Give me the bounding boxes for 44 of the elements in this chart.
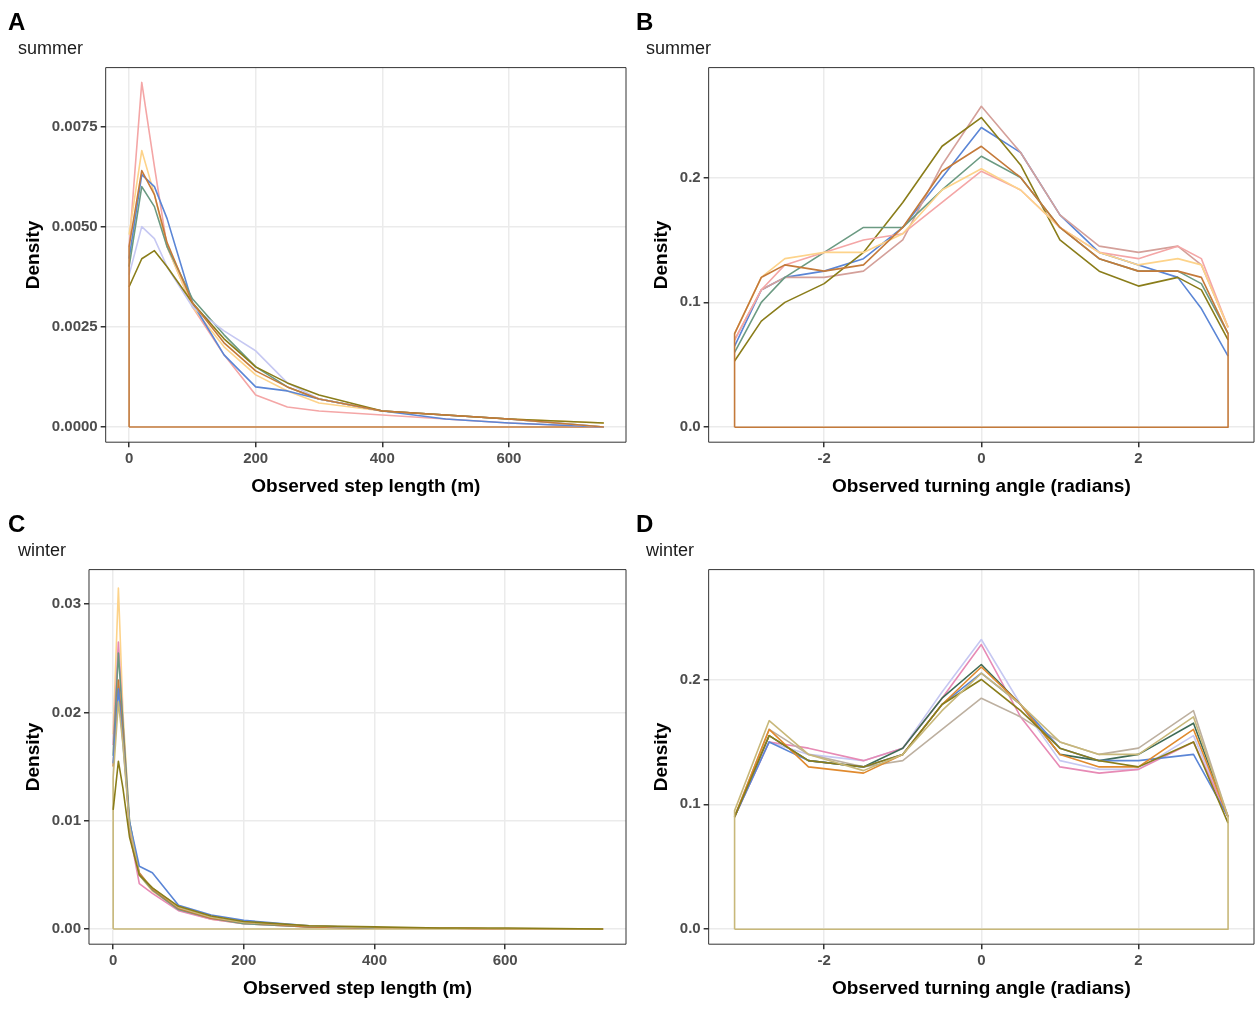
text: C [8, 510, 26, 538]
text: B [636, 8, 654, 36]
y-axis-title: Density [21, 722, 43, 792]
y-tick-label: 0.03 [51, 594, 81, 612]
y-axis-title: Density [649, 722, 671, 792]
x-tick-label: 600 [496, 449, 522, 467]
x-tick-label: -2 [817, 449, 831, 467]
x-tick-label: -2 [817, 951, 831, 969]
x-tick-label: 2 [1134, 449, 1143, 467]
x-tick-label: 0 [124, 449, 134, 467]
x-axis-title: Observed turning angle (radians) [831, 976, 1131, 998]
y-tick-label: 0.0025 [51, 316, 98, 334]
y-tick-label: 0.00 [51, 919, 81, 937]
y-tick-label: 0.0050 [51, 216, 98, 234]
text: D [636, 510, 654, 538]
x-axis-title: Observed step length (m) [242, 976, 473, 998]
y-tick-label: 0.02 [51, 702, 81, 720]
chart-title: winter [17, 539, 67, 560]
x-tick-label: 2 [1134, 951, 1143, 969]
y-tick-label: 0.0 [679, 919, 701, 937]
x-tick-label: 400 [361, 951, 387, 969]
x-tick-label: 200 [231, 951, 257, 969]
y-tick-label: 0.2 [679, 669, 701, 687]
x-tick-label: 200 [243, 449, 269, 467]
y-axis-title: Density [649, 220, 671, 290]
chart-title: winter [645, 539, 695, 560]
y-tick-label: 0.1 [679, 292, 701, 310]
y-tick-label: 0.2 [679, 167, 701, 185]
x-tick-label: 0 [108, 951, 118, 969]
y-tick-label: 0.0 [679, 417, 701, 435]
y-tick-label: 0.0000 [51, 417, 98, 435]
y-tick-label: 0.01 [51, 810, 81, 828]
text: A [8, 8, 26, 36]
y-tick-label: 0.1 [679, 794, 701, 812]
y-axis-title: Density [21, 220, 43, 290]
x-tick-label: 0 [977, 449, 986, 467]
chart-title: summer [18, 37, 84, 58]
chart-title: summer [646, 37, 712, 58]
x-tick-label: 0 [977, 951, 986, 969]
y-tick-label: 0.0075 [51, 116, 98, 134]
x-tick-label: 600 [492, 951, 518, 969]
x-axis-title: Observed step length (m) [251, 474, 481, 496]
x-tick-label: 400 [369, 449, 395, 467]
x-axis-title: Observed turning angle (radians) [831, 474, 1131, 496]
